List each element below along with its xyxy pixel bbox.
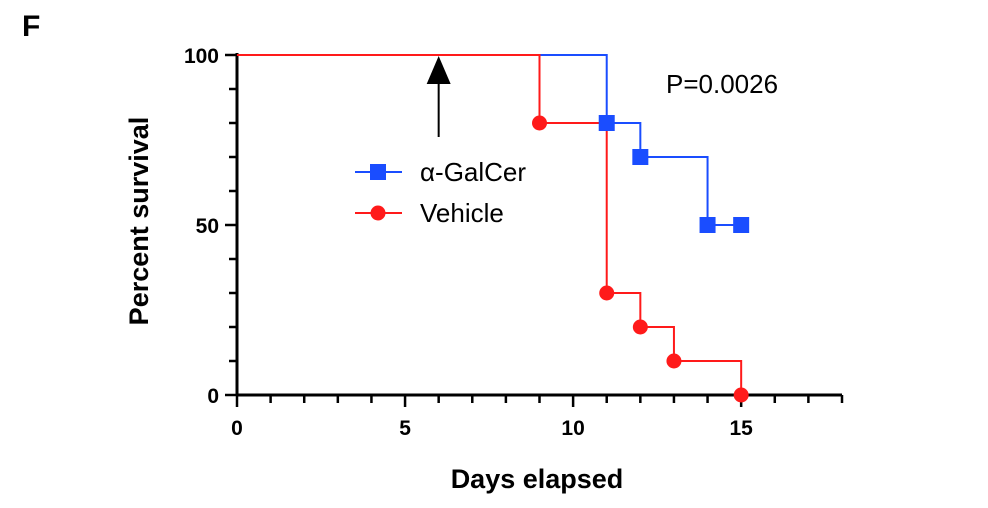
legend-label: α-GalCer (420, 157, 526, 187)
x-tick-label: 5 (399, 417, 411, 440)
data-point-square (733, 217, 750, 233)
markers-layer (532, 115, 750, 403)
data-point-circle (733, 387, 749, 403)
legend-label: Vehicle (420, 198, 504, 228)
series-line-agalcer (237, 54, 742, 226)
legend-marker-circle (370, 205, 386, 221)
legend-marker-square (370, 164, 386, 180)
y-tick-label: 100 (184, 45, 219, 68)
panel-label: F (22, 10, 41, 43)
data-point-circle (666, 353, 682, 369)
treatment-arrow-head (426, 56, 451, 84)
x-axis-title: Days elapsed (451, 464, 624, 494)
data-point-square (598, 115, 615, 131)
x-tick-label: 10 (561, 417, 584, 440)
data-point-square (632, 149, 649, 165)
x-tick-label: 15 (729, 417, 753, 440)
data-point-circle (532, 115, 547, 131)
p-value-annotation: P=0.0026 (666, 69, 778, 99)
legend: α-GalCer Vehicle (355, 157, 526, 228)
series-line-vehicle (237, 54, 743, 395)
y-tick-label: 0 (207, 385, 219, 408)
data-point-circle (599, 285, 615, 301)
y-axis-title: Percent survival (124, 117, 154, 326)
y-tick-label: 50 (196, 215, 219, 238)
data-point-circle (632, 319, 648, 335)
data-point-square (699, 217, 716, 233)
series-layer (237, 54, 743, 395)
axes: 0 5 10 15 0 50 100 (184, 45, 844, 440)
x-tick-label: 0 (231, 417, 243, 440)
